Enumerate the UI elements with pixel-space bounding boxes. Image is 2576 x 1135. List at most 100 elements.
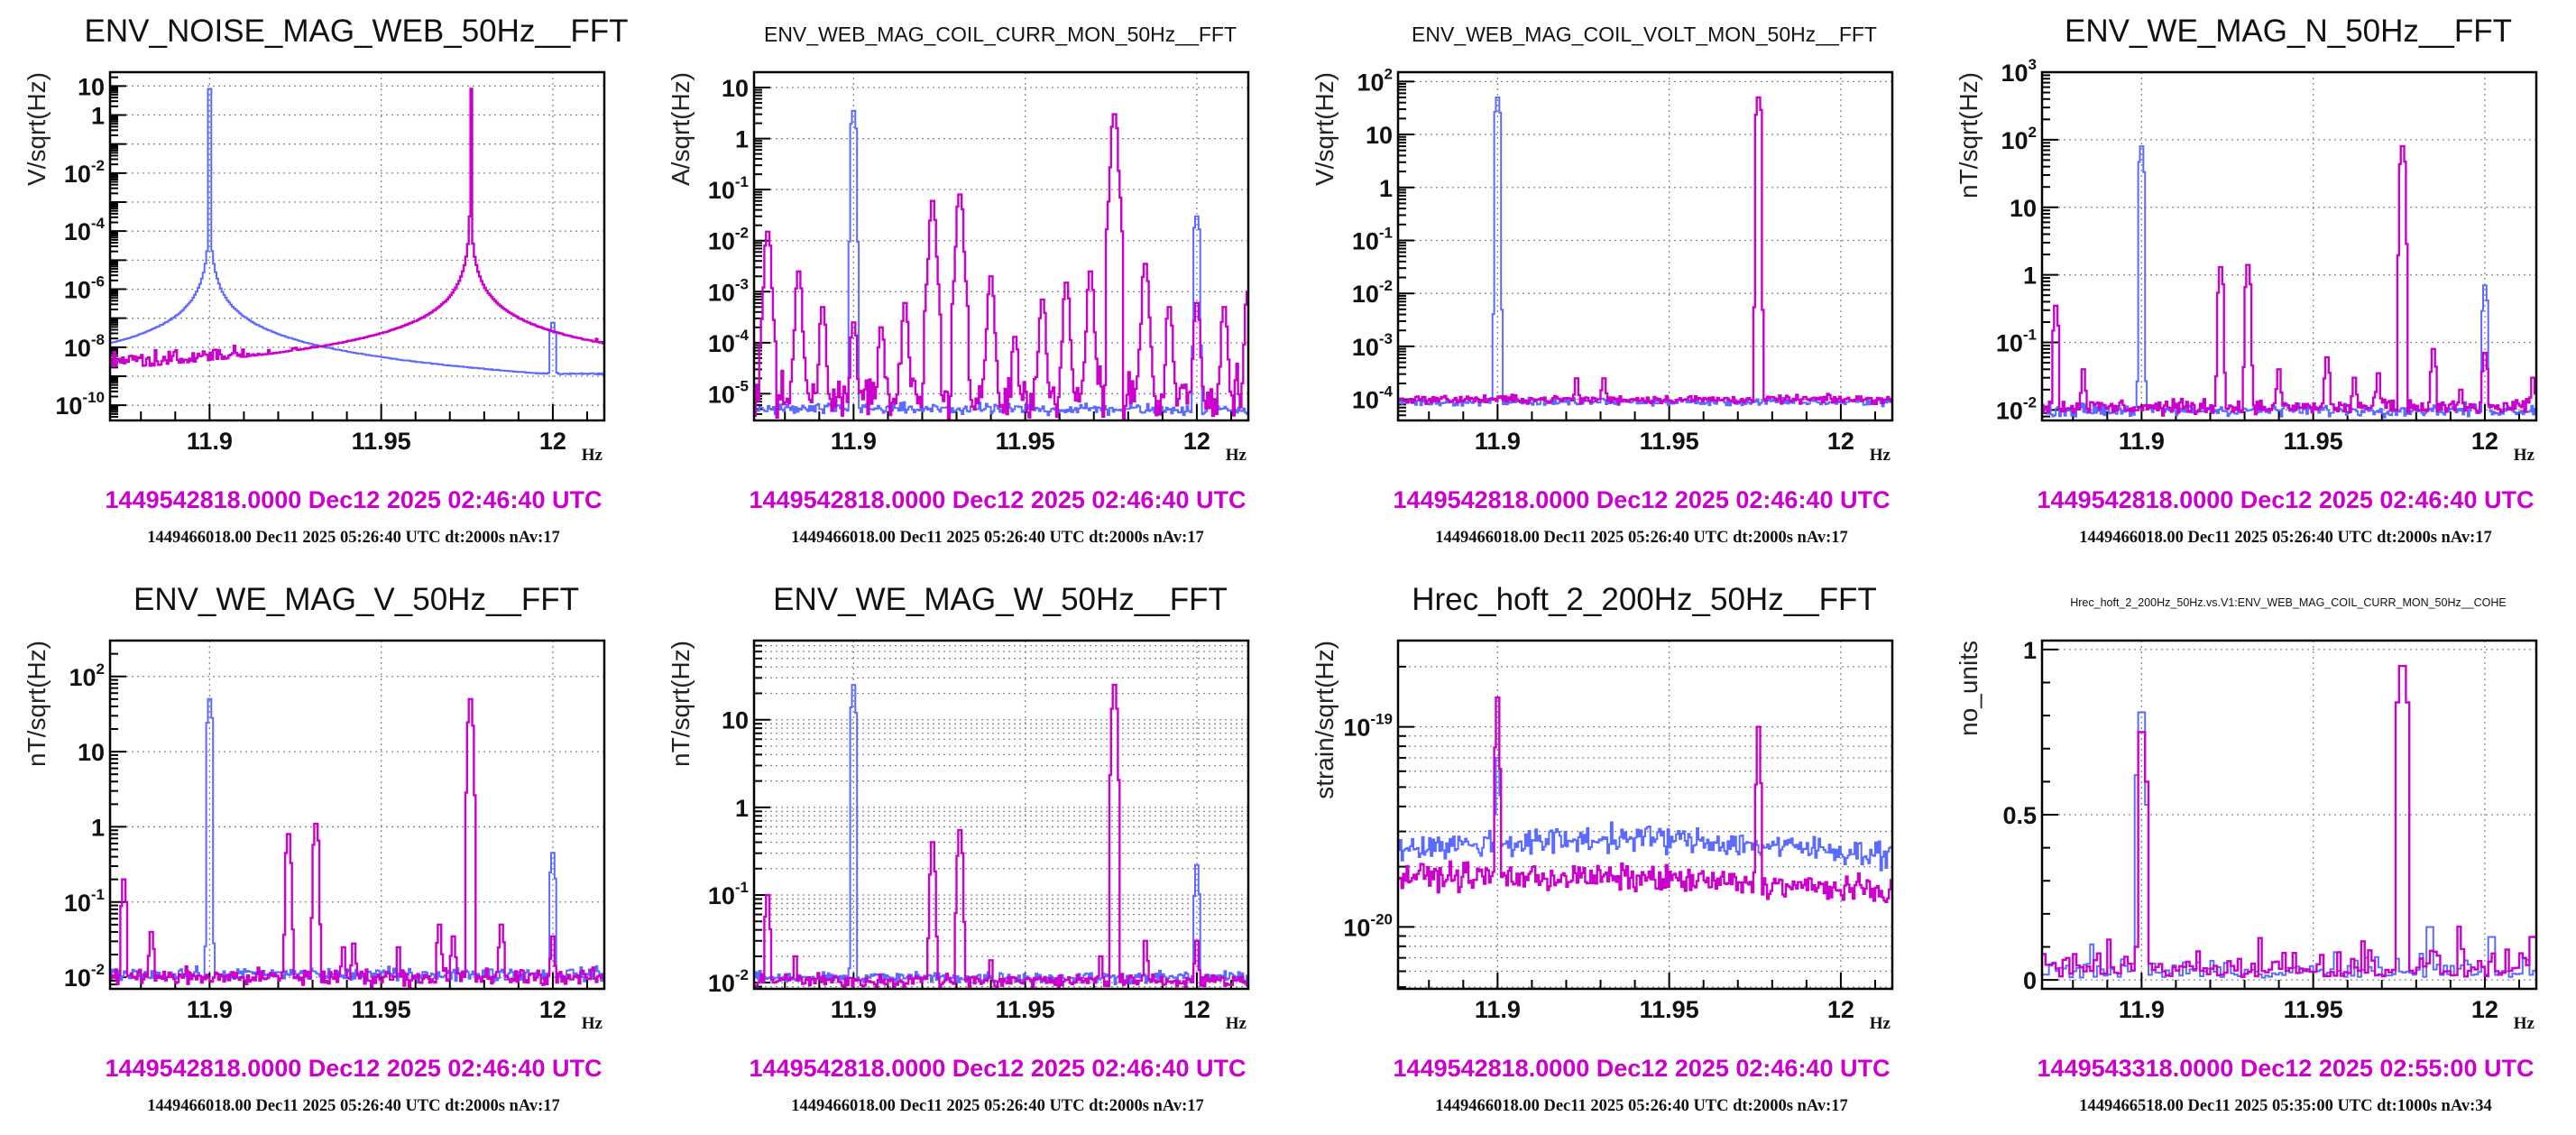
y-tick-base: 1 [1379,175,1393,202]
chart-title: ENV_WE_MAG_N_50Hz__FFT [2065,14,2512,49]
x-tick-label: 12 [539,428,566,455]
x-tick-label: 12 [2471,996,2498,1023]
plot-frame [752,639,1250,991]
y-tick-label: 10-1 [708,879,749,909]
y-tick-base: 10 [708,882,735,909]
series-current-trace [754,683,1248,989]
plot-area [754,683,1248,989]
y-tick-base: 10 [64,335,91,362]
y-tick-exponent: 2 [97,660,105,678]
plot-frame [2040,639,2538,991]
current-timestamp: 1449543318.0000 Dec12 2025 02:55:00 UTC [2038,1055,2535,1082]
spectrum-chart: ENV_WEB_MAG_COIL_CURR_MON_50Hz__FFT 11.9 1… [667,23,1250,547]
x-axis-unit: Hz [1226,1014,1247,1033]
grid-lines [110,72,604,420]
y-tick-base: 10 [1996,330,2023,357]
chart-title: ENV_WEB_MAG_COIL_CURR_MON_50Hz__FFT [764,23,1237,46]
spectrum-chart: Hrec_hoft_2_200Hz_50Hz__FFT 11.9 11.95 12 10… [1311,582,1894,1115]
series-reference-trace [754,684,1248,985]
y-tick-exponent: -3 [735,275,749,292]
series-current-trace [1398,697,1892,903]
current-timestamp: 1449542818.0000 Dec12 2025 02:46:40 UTC [106,1055,603,1082]
x-tick-label: 11.95 [996,428,1055,455]
y-tick-exponent: -1 [91,886,105,903]
y-tick-exponent: -5 [735,377,749,394]
y-tick-base: 10 [64,890,91,917]
y-tick-label: 10 [722,75,749,102]
y-tick-label: 10-8 [64,331,105,362]
y-tick-base: 10 [2010,195,2037,222]
y-tick-base: 10 [708,177,735,204]
x-tick-label: 11.9 [1475,428,1521,455]
x-axis-unit: Hz [582,1014,603,1033]
y-axis-label: no_units [1955,641,1983,736]
y-axis-label: nT/sqrt(Hz) [23,641,51,767]
x-axis-unit: Hz [1870,1014,1891,1033]
y-tick-label: 10-2 [708,225,749,255]
y-tick-base: 10 [2001,60,2028,87]
x-axis-unit: Hz [1226,446,1247,465]
plot-panel-noise-mag-web: ENV_NOISE_MAG_WEB_50Hz__FFT 11.9 11.95 12 10… [0,0,644,567]
chart-title: ENV_WE_MAG_W_50Hz__FFT [773,582,1228,617]
x-tick-label: 11.9 [1475,996,1521,1023]
x-tick-label: 12 [539,996,566,1023]
plot-panel-mag-w: ENV_WE_MAG_W_50Hz__FFT 11.9 11.95 12 10 1 10-1… [644,568,1288,1135]
chart-title: Hrec_hoft_2_200Hz_50Hz.vs.V1:ENV_WEB_MAG… [2070,596,2507,609]
x-tick-label: 11.95 [1640,428,1699,455]
y-tick-label: 1 [91,814,105,841]
y-tick-exponent: -1 [735,173,749,190]
y-tick-exponent: 2 [2029,124,2037,141]
y-tick-label: 1 [735,126,749,153]
y-tick-label: 10-2 [1996,393,2037,424]
y-tick-base: 1 [735,126,749,153]
y-axis-label: nT/sqrt(Hz) [667,641,695,767]
series-current-trace [2042,144,2536,417]
chart-title: ENV_WE_MAG_V_50Hz__FFT [133,582,579,617]
y-tick-base: 10 [78,739,105,766]
plot-area [1398,697,1892,903]
y-tick-exponent: -2 [91,961,105,978]
y-tick-base: 10 [1357,69,1384,96]
reference-info: 1449466018.00 Dec11 2025 05:26:40 UTC dt… [791,529,1204,547]
x-tick-label: 11.9 [187,996,233,1023]
y-tick-exponent: -2 [735,966,749,983]
y-tick-base: 10 [55,392,82,420]
y-tick-base: 1 [735,795,749,822]
grid-lines [110,641,604,989]
reference-info: 1449466018.00 Dec11 2025 05:26:40 UTC dt… [1435,529,1848,547]
y-tick-label: 1 [91,103,105,130]
grid-lines [2042,71,2536,420]
x-tick-label: 11.95 [1640,996,1699,1023]
y-tick-exponent: -19 [1370,711,1393,728]
plot-panel-mag-n: ENV_WE_MAG_N_50Hz__FFT 11.9 11.95 12 103 102 1… [1932,0,2576,567]
y-tick-base: 0 [2023,967,2037,994]
series-current-trace [2042,665,2536,978]
current-timestamp: 1449542818.0000 Dec12 2025 02:46:40 UTC [750,486,1247,513]
reference-info: 1449466018.00 Dec11 2025 05:26:40 UTC dt… [791,1097,1204,1115]
series-current-trace [1398,96,1892,405]
x-tick-label: 11.95 [2284,996,2343,1023]
grid-lines [1398,72,1892,420]
series-reference-trace [110,88,604,376]
y-tick-label: 10-10 [55,389,105,420]
x-tick-label: 12 [1827,428,1854,455]
grid-lines [1398,641,1892,989]
chart-title: ENV_WEB_MAG_COIL_VOLT_MON_50Hz__FFT [1412,23,1877,46]
current-timestamp: 1449542818.0000 Dec12 2025 02:46:40 UTC [1394,1055,1891,1082]
spectrum-chart: ENV_WEB_MAG_COIL_VOLT_MON_50Hz__FFT 11.9 1… [1311,23,1894,547]
axis-ticks [110,71,588,421]
x-tick-label: 11.9 [187,428,233,455]
series-reference-trace [1398,757,1892,872]
reference-info: 1449466018.00 Dec11 2025 05:26:40 UTC dt… [2079,529,2492,547]
current-timestamp: 1449542818.0000 Dec12 2025 02:46:40 UTC [1394,486,1891,513]
reference-info: 1449466018.00 Dec11 2025 05:26:40 UTC dt… [147,1097,560,1115]
y-tick-label: 1 [2023,637,2037,664]
y-tick-label: 0.5 [2002,802,2037,829]
plot-area [2042,665,2536,979]
y-tick-base: 10 [2001,127,2028,154]
y-tick-base: 10 [64,277,91,304]
y-tick-label: 10-1 [1352,224,1393,254]
reference-info: 1449466518.00 Dec11 2025 05:35:00 UTC dt… [2079,1097,2492,1115]
